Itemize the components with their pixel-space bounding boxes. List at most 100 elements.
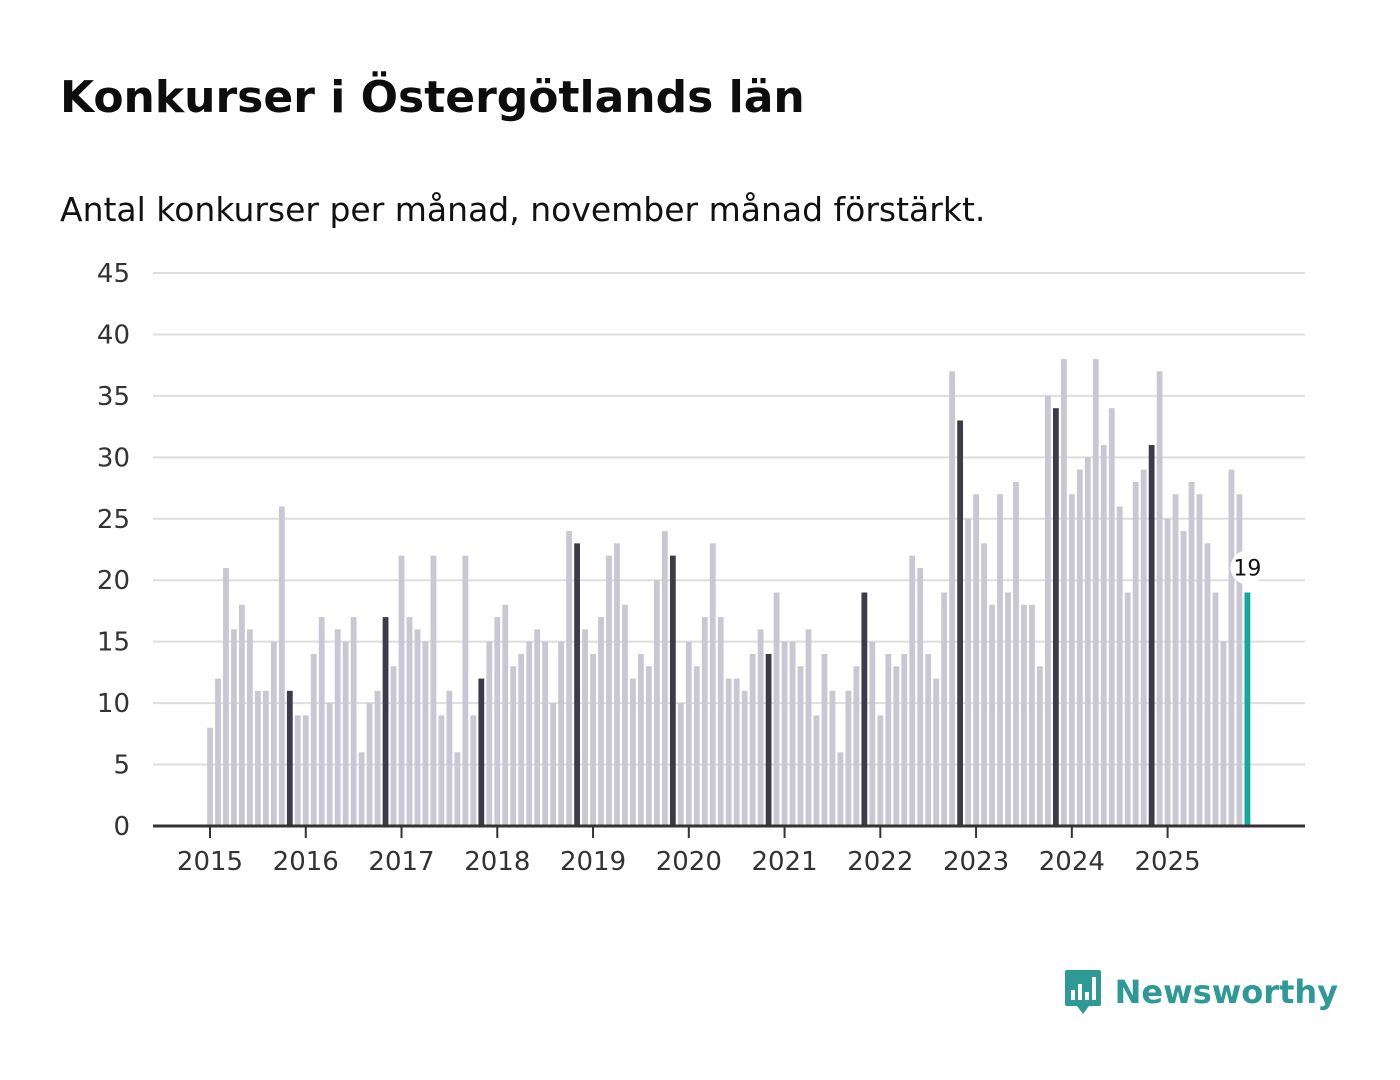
bar xyxy=(622,604,628,826)
x-tick-label: 2018 xyxy=(464,847,530,877)
bar xyxy=(989,604,995,826)
x-tick-label: 2023 xyxy=(943,847,1009,877)
bar-november xyxy=(765,653,772,826)
bar xyxy=(318,617,325,826)
bar xyxy=(334,629,341,826)
bar xyxy=(1220,641,1227,826)
y-tick-label: 5 xyxy=(113,751,130,781)
bar xyxy=(231,629,237,826)
bar xyxy=(661,531,668,826)
bar xyxy=(366,703,373,826)
bar xyxy=(1228,469,1235,826)
bar xyxy=(845,690,852,826)
bar xyxy=(1092,359,1099,826)
bar xyxy=(526,641,533,826)
bar xyxy=(494,617,501,826)
bar xyxy=(853,666,860,826)
bar-november xyxy=(1052,408,1059,826)
bar xyxy=(1005,592,1011,826)
bar xyxy=(446,690,453,826)
x-tick-label: 2017 xyxy=(368,847,434,877)
bar xyxy=(1037,666,1043,826)
bar xyxy=(741,690,748,826)
bar xyxy=(981,543,987,826)
bar xyxy=(1180,531,1187,826)
bar xyxy=(1045,395,1051,826)
bar xyxy=(390,666,397,826)
bar xyxy=(486,641,493,826)
bar xyxy=(462,555,469,826)
bar xyxy=(885,653,892,826)
y-tick-label: 40 xyxy=(97,320,130,350)
y-tick-label: 30 xyxy=(97,443,130,473)
bar xyxy=(302,715,309,826)
bar xyxy=(534,629,541,826)
bar xyxy=(1196,494,1203,826)
bar xyxy=(430,555,437,826)
bar xyxy=(598,617,604,826)
bar xyxy=(709,543,716,826)
y-tick-label: 35 xyxy=(97,382,130,412)
bar xyxy=(502,604,509,826)
bar xyxy=(1212,592,1219,826)
bar xyxy=(342,641,349,826)
bar xyxy=(358,752,365,826)
y-tick-label: 20 xyxy=(97,566,130,596)
bar xyxy=(781,641,788,826)
newsworthy-chart-icon xyxy=(1064,970,1101,1014)
bar xyxy=(773,592,780,826)
bar xyxy=(278,506,285,826)
bar xyxy=(1132,481,1139,826)
bar xyxy=(422,641,429,826)
bar xyxy=(1076,469,1083,826)
bar xyxy=(789,641,796,826)
bar xyxy=(262,690,269,826)
bar xyxy=(909,555,916,826)
bar xyxy=(1164,518,1171,826)
bar xyxy=(454,752,461,826)
bar xyxy=(717,617,724,826)
bar xyxy=(805,629,812,826)
bar xyxy=(693,666,700,826)
bar xyxy=(933,678,940,826)
bar-november xyxy=(574,543,580,826)
bar xyxy=(438,715,445,826)
bar xyxy=(901,653,908,826)
chart-title: Konkurser i Östergötlands län xyxy=(60,72,805,123)
bar xyxy=(1068,494,1075,826)
bar xyxy=(223,567,229,826)
x-tick-label: 2019 xyxy=(560,847,626,877)
brand-name: Newsworthy xyxy=(1114,973,1338,1011)
y-tick-label: 10 xyxy=(97,689,130,719)
bar xyxy=(614,543,620,826)
bar xyxy=(247,629,253,826)
bar xyxy=(925,653,932,826)
bar xyxy=(653,580,660,826)
bar xyxy=(646,666,652,826)
bar xyxy=(542,641,549,826)
x-tick-label: 2024 xyxy=(1039,847,1105,877)
y-axis-ticks: 0 5 10 15 20 25 30 35 40 45 xyxy=(97,259,130,842)
bar xyxy=(685,641,692,826)
bar xyxy=(973,494,979,826)
bar xyxy=(270,641,277,826)
bar xyxy=(566,531,572,826)
bar xyxy=(893,666,900,826)
bar xyxy=(1172,494,1179,826)
bar xyxy=(550,703,557,826)
bar xyxy=(917,567,924,826)
bar xyxy=(1124,592,1131,826)
bar xyxy=(1100,445,1107,826)
bar xyxy=(398,555,405,826)
bar xyxy=(1108,408,1115,826)
last-value-label-background xyxy=(1230,550,1265,585)
bar-november xyxy=(1148,445,1155,826)
bar xyxy=(558,641,565,826)
bar xyxy=(1084,457,1091,826)
bar xyxy=(821,653,828,826)
bar xyxy=(239,604,245,826)
x-tick-label: 2020 xyxy=(656,847,722,877)
last-value-label: 19 xyxy=(1233,557,1261,582)
bar xyxy=(965,518,971,826)
bar xyxy=(749,653,756,826)
